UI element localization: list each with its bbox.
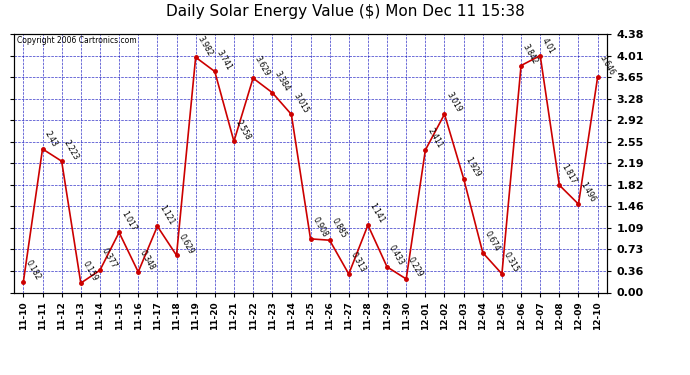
Text: 1.017: 1.017 bbox=[119, 209, 138, 232]
Text: 0.629: 0.629 bbox=[177, 232, 195, 255]
Text: 1.141: 1.141 bbox=[368, 202, 386, 225]
Text: 3.019: 3.019 bbox=[444, 91, 463, 114]
Text: 0.229: 0.229 bbox=[406, 256, 425, 279]
Text: 2.411: 2.411 bbox=[425, 127, 444, 150]
Text: 3.842: 3.842 bbox=[521, 42, 540, 66]
Text: Daily Solar Energy Value ($) Mon Dec 11 15:38: Daily Solar Energy Value ($) Mon Dec 11 … bbox=[166, 4, 524, 19]
Text: Copyright 2006 Cartronics.com: Copyright 2006 Cartronics.com bbox=[17, 36, 137, 45]
Text: 2.558: 2.558 bbox=[234, 118, 253, 141]
Text: 1.121: 1.121 bbox=[157, 203, 176, 226]
Text: 0.348: 0.348 bbox=[138, 249, 157, 272]
Text: 1.817: 1.817 bbox=[560, 162, 578, 185]
Text: 0.908: 0.908 bbox=[310, 216, 329, 239]
Text: 0.313: 0.313 bbox=[348, 251, 368, 274]
Text: 0.159: 0.159 bbox=[81, 260, 99, 283]
Text: 0.433: 0.433 bbox=[387, 243, 406, 267]
Text: 3.982: 3.982 bbox=[196, 34, 215, 57]
Text: 3.384: 3.384 bbox=[273, 69, 291, 93]
Text: 2.223: 2.223 bbox=[61, 138, 80, 161]
Text: 3.629: 3.629 bbox=[253, 55, 272, 78]
Text: 1.496: 1.496 bbox=[578, 181, 597, 204]
Text: 0.674: 0.674 bbox=[483, 229, 502, 253]
Text: 1.929: 1.929 bbox=[464, 155, 482, 178]
Text: 0.182: 0.182 bbox=[23, 259, 42, 282]
Text: 2.43: 2.43 bbox=[43, 130, 59, 149]
Text: 0.377: 0.377 bbox=[100, 247, 119, 270]
Text: 3.015: 3.015 bbox=[291, 91, 310, 114]
Text: 0.315: 0.315 bbox=[502, 251, 520, 274]
Text: 0.885: 0.885 bbox=[330, 217, 348, 240]
Text: 3.646: 3.646 bbox=[598, 54, 616, 77]
Text: 3.741: 3.741 bbox=[215, 48, 233, 72]
Text: 4.01: 4.01 bbox=[540, 36, 556, 56]
